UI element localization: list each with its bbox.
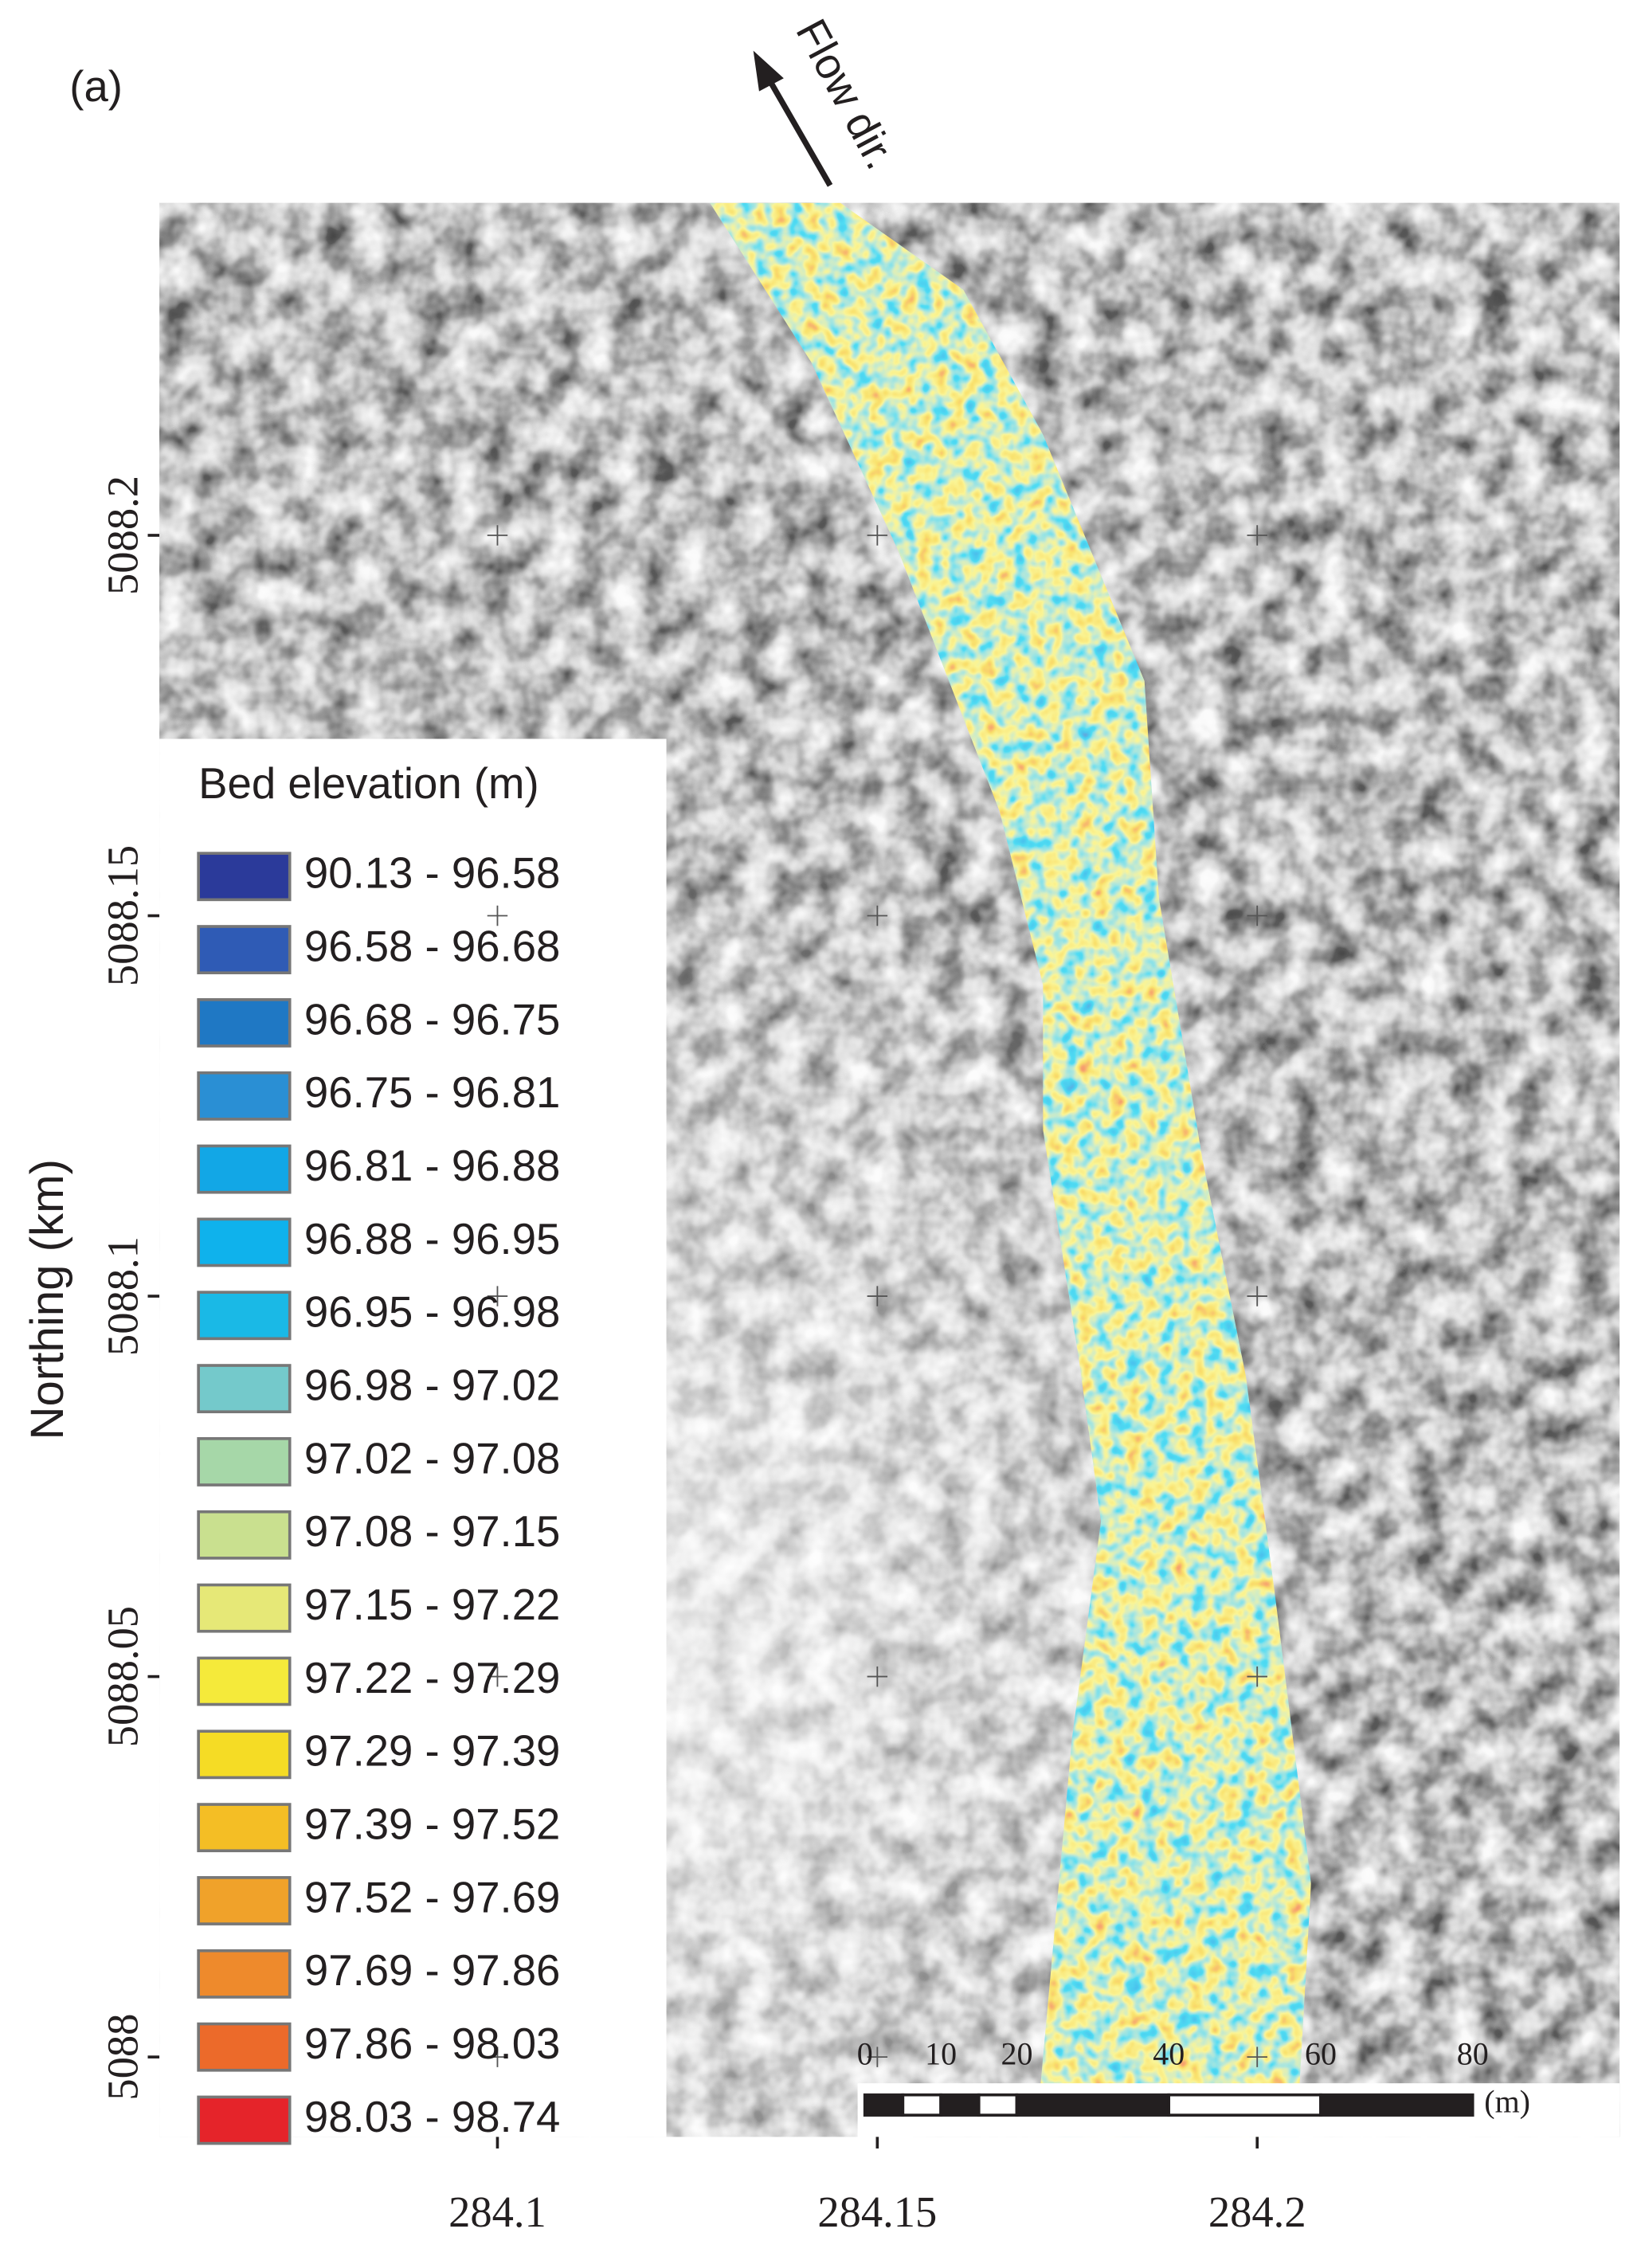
- legend-title: Bed elevation (m): [198, 759, 538, 808]
- legend-label: 97.08 - 97.15: [304, 1507, 560, 1556]
- legend-swatch: [197, 1217, 292, 1267]
- legend-label: 97.02 - 97.08: [304, 1434, 560, 1483]
- legend-swatch: [197, 1803, 292, 1853]
- legend-label: 96.88 - 96.95: [304, 1215, 560, 1263]
- legend-label: 97.15 - 97.22: [304, 1581, 560, 1629]
- grid-cross: [867, 525, 888, 546]
- legend-swatch: [197, 925, 292, 975]
- grid-cross: [1247, 2047, 1267, 2067]
- grid-cross: [487, 525, 508, 546]
- legend-label: 96.58 - 96.68: [304, 922, 560, 970]
- legend-swatch: [197, 1291, 292, 1341]
- grid-cross: [1247, 525, 1267, 546]
- x-tick-label: 284.2: [1208, 2188, 1306, 2236]
- legend-label: 96.68 - 96.75: [304, 995, 560, 1044]
- legend-swatch: [197, 1144, 292, 1194]
- legend-swatch: [197, 1583, 292, 1633]
- legend-swatch: [197, 852, 292, 902]
- legend-swatch: [197, 1729, 292, 1780]
- y-tick-label: 5088.15: [99, 845, 147, 986]
- legend-label: 96.81 - 96.88: [304, 1142, 560, 1190]
- legend-swatch: [197, 1949, 292, 1999]
- scale-bar-label: 60: [1305, 2036, 1337, 2072]
- scale-bar-segment: [1319, 2093, 1474, 2117]
- y-axis-label: Northing (km): [22, 1159, 73, 1440]
- grid-cross: [867, 905, 888, 926]
- flow-arrowhead: [753, 50, 784, 92]
- grid-cross: [487, 1286, 508, 1306]
- grid-cross: [487, 1666, 508, 1687]
- legend-label: 97.69 - 97.86: [304, 1946, 560, 1995]
- legend-label: 96.98 - 97.02: [304, 1361, 560, 1410]
- legend-label: 96.95 - 96.98: [304, 1288, 560, 1337]
- grid-cross: [1247, 1286, 1267, 1306]
- flow-arrow: [766, 78, 833, 187]
- legend-swatch: [197, 1437, 292, 1487]
- y-tick-label: 5088.05: [99, 1606, 147, 1747]
- grid-cross: [867, 1286, 888, 1306]
- scale-bar-segment: [939, 2093, 981, 2117]
- scale-bar-label: 0: [857, 2036, 873, 2072]
- scale-bar-segment: [1167, 2093, 1322, 2117]
- legend-swatch: [197, 2022, 292, 2072]
- legend-swatch: [197, 2095, 292, 2145]
- legend-label: 90.13 - 96.58: [304, 849, 560, 898]
- panel-label: (a): [69, 62, 123, 111]
- legend-swatch: [197, 1510, 292, 1560]
- scale-bar-label: 20: [1001, 2036, 1032, 2072]
- grid-cross: [1247, 905, 1267, 926]
- legend-swatch: [197, 1876, 292, 1925]
- legend-label: 97.52 - 97.69: [304, 1873, 560, 1921]
- grid-cross: [867, 2047, 888, 2067]
- grid-cross: [867, 1666, 888, 1687]
- grid-cross: [487, 905, 508, 926]
- scale-bar-segment: [1015, 2093, 1171, 2117]
- scale-bar-label: 40: [1153, 2036, 1185, 2072]
- legend-swatch: [197, 1656, 292, 1706]
- legend-label: 97.86 - 98.03: [304, 2019, 560, 2068]
- grid-cross: [487, 2047, 508, 2067]
- scale-bar-segment: [977, 2093, 1019, 2117]
- scale-bar-label: 10: [925, 2036, 957, 2072]
- scale-bar-segment: [863, 2093, 905, 2117]
- y-tick-label: 5088.2: [99, 476, 147, 595]
- legend-label: 97.22 - 97.29: [304, 1654, 560, 1702]
- x-tick-label: 284.15: [817, 2188, 937, 2236]
- scale-bar-unit: (m): [1484, 2084, 1530, 2120]
- legend-label: 97.29 - 97.39: [304, 1727, 560, 1776]
- y-tick-label: 5088: [99, 2014, 147, 2101]
- scale-bar-segment: [901, 2093, 942, 2117]
- legend-swatch: [197, 1364, 292, 1414]
- legend-swatch: [197, 1071, 292, 1121]
- x-tick-label: 284.1: [448, 2188, 546, 2236]
- legend-swatch: [197, 998, 292, 1048]
- grid-cross: [1247, 1666, 1267, 1687]
- legend-label: 98.03 - 98.74: [304, 2093, 560, 2141]
- y-tick-label: 5088.1: [99, 1236, 147, 1356]
- flow-label: Flow dir.: [786, 11, 905, 177]
- legend-label: 97.39 - 97.52: [304, 1800, 560, 1849]
- legend-label: 96.75 - 96.81: [304, 1068, 560, 1117]
- scale-bar-label: 80: [1457, 2036, 1489, 2072]
